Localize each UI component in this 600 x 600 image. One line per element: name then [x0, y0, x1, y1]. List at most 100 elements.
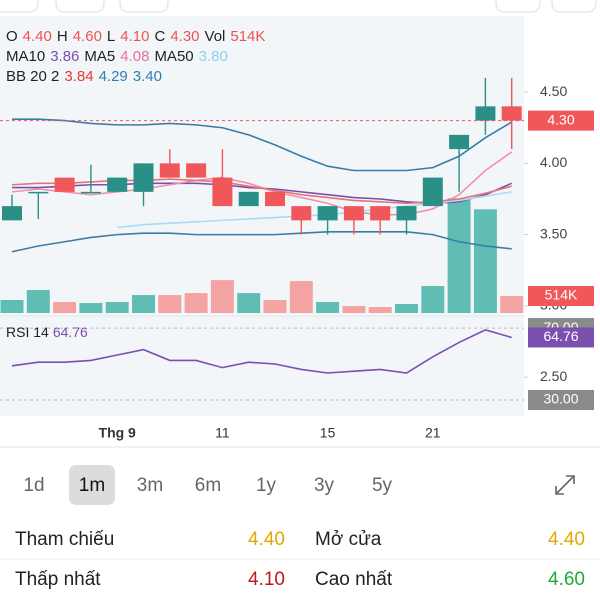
candle-body [54, 177, 75, 192]
candle-body [317, 206, 338, 221]
x-tick-label: 11 [215, 425, 230, 441]
candle-body [2, 206, 22, 221]
expand-icon[interactable] [555, 475, 575, 495]
candle-body [80, 191, 101, 194]
period-tab[interactable]: 3y [314, 475, 335, 496]
legend-item: 3.86 [50, 48, 79, 65]
last-price-badge: 4.30 [547, 111, 574, 127]
legend-row: MA10 3.86 MA5 4.08 MA50 3.80 [6, 48, 228, 65]
volume-bar [0, 300, 24, 313]
candle-body [422, 177, 443, 207]
stat-label: Cao nhất [315, 569, 393, 590]
candle-body [186, 163, 207, 178]
stat-label: Thấp nhất [15, 569, 101, 590]
top-button[interactable] [0, 0, 39, 13]
candle-body [449, 134, 470, 150]
rsi-level-badge: 30.00 [543, 391, 578, 407]
x-tick-label: Thg 9 [99, 425, 137, 441]
rsi-value: 64.76 [53, 324, 88, 340]
rsi-legend: RSI 14 64.76 [6, 324, 88, 340]
volume-bar [263, 300, 287, 313]
legend-item: 4.08 [120, 48, 149, 65]
volume-bar [79, 303, 103, 313]
rsi-line [11, 329, 512, 374]
last-volume-badge-bg [528, 286, 594, 307]
indicator-line [12, 118, 513, 172]
top-button[interactable] [551, 0, 597, 13]
y-tick-label: 4.00 [540, 154, 567, 170]
volume-bar [316, 302, 340, 313]
last-volume-badge: 514K [545, 287, 578, 303]
volume-bar [158, 295, 182, 313]
candle-body [501, 106, 522, 121]
stat-label: Tham chiếu [15, 529, 114, 550]
volume-bar [342, 306, 366, 313]
volume-bar [368, 307, 392, 313]
stat-value: 4.40 [548, 529, 585, 550]
volume-bar [184, 293, 208, 313]
candle-body [291, 206, 312, 221]
candle-body [107, 177, 128, 192]
y-tick-label: 3.50 [540, 225, 567, 241]
stat-value: 4.60 [548, 569, 585, 590]
legend-item: 3.84 [64, 68, 93, 85]
legend-item: 514K [230, 28, 265, 45]
candle-body [133, 163, 154, 192]
y-tick-label: 2.50 [540, 368, 567, 384]
last-price-badge-bg [528, 110, 594, 131]
rsi-label: RSI 14 [6, 324, 49, 340]
period-tab[interactable]: 3m [137, 475, 163, 496]
volume-bar [473, 209, 497, 313]
legend-item: O [6, 28, 18, 45]
volume-bar [105, 302, 129, 313]
volume-bar [447, 198, 471, 313]
top-button[interactable] [119, 0, 169, 13]
volume-bar [395, 304, 418, 313]
x-tick-label: 15 [320, 425, 336, 441]
legend-item: 4.60 [73, 28, 102, 45]
candle-body [343, 206, 364, 221]
rsi-level-badge-bg [528, 389, 594, 410]
legend-item: 3.80 [199, 48, 228, 65]
indicator-line [11, 230, 512, 253]
top-button[interactable] [55, 0, 105, 13]
top-button[interactable] [495, 0, 541, 13]
candle-body [28, 191, 49, 194]
legend-item: 3.40 [133, 68, 162, 85]
legend-item: C [154, 28, 165, 45]
legend-row: O 4.40 H 4.60 L 4.10 C 4.30 Vol 514K [6, 28, 265, 45]
period-tab[interactable]: 1y [256, 475, 277, 496]
volume-bar [132, 295, 155, 313]
legend-row: BB 20 2 3.84 4.29 3.40 [6, 68, 162, 85]
legend-item: 4.29 [99, 68, 128, 85]
y-tick-label: 4.50 [540, 83, 567, 99]
legend-item: BB 20 2 [6, 68, 59, 85]
stat-value: 4.10 [248, 569, 285, 590]
x-tick-label: 21 [425, 425, 441, 441]
volume-bar [237, 293, 261, 313]
legend-item: L [107, 28, 115, 45]
legend-item: MA5 [84, 48, 115, 65]
stat-label: Mở cửa [315, 529, 382, 550]
period-tab[interactable]: 5y [372, 475, 393, 496]
period-tab[interactable]: 6m [195, 475, 221, 496]
rsi-badge-bg [528, 327, 594, 348]
legend-item: H [57, 28, 68, 45]
period-tab[interactable]: 1d [23, 475, 44, 496]
volume-bar [53, 302, 77, 313]
legend-item: 4.10 [120, 28, 149, 45]
legend-item: MA10 [6, 48, 45, 65]
candle-body [370, 206, 391, 221]
candle-body [238, 191, 259, 207]
period-selected-bg [69, 465, 115, 505]
legend-item: MA50 [154, 48, 193, 65]
volume-bar [289, 281, 313, 313]
candle-body [265, 191, 285, 207]
legend-item: 4.30 [170, 28, 199, 45]
rsi-badge: 64.76 [543, 328, 578, 344]
volume-bar [500, 296, 524, 313]
chart-background [0, 16, 524, 416]
period-tab[interactable]: 1m [79, 475, 105, 496]
